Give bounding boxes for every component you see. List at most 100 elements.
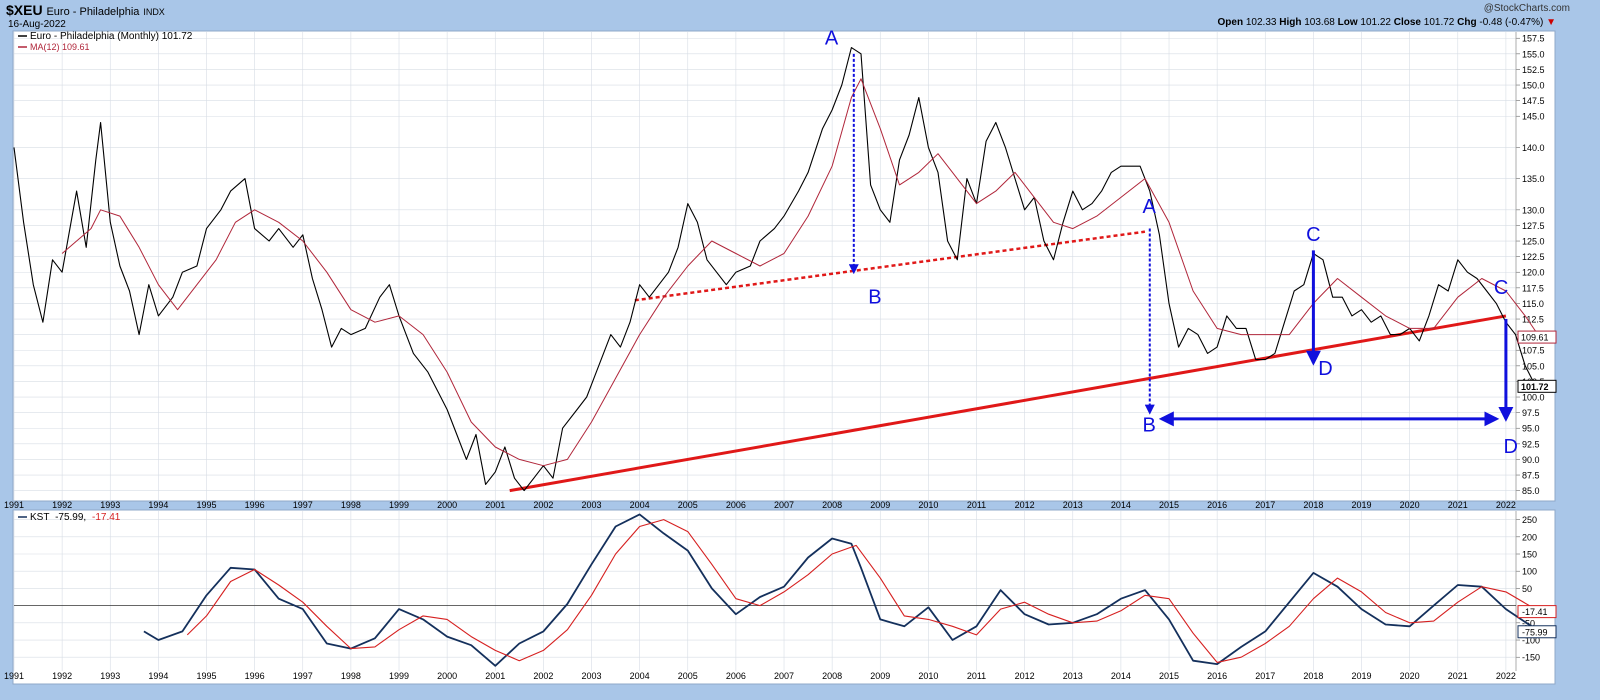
price-x-tick-label: 2014: [1111, 500, 1131, 510]
chg-value: -0.48 (-0.47%): [1479, 17, 1544, 28]
price-y-tick-label: 92.5: [1522, 439, 1540, 449]
kst-x-tick-label: 1991: [4, 671, 24, 681]
price-y-tick-label: 140.0: [1522, 143, 1545, 153]
kst-x-tick-label: 2007: [774, 671, 794, 681]
price-legend: Euro - Philadelphia (Monthly) 101.72: [30, 31, 193, 42]
price-x-tick-label: 2019: [1352, 500, 1372, 510]
kst-gridlines: [13, 511, 1516, 671]
close-label: Close: [1393, 17, 1421, 28]
high-value: 103.68: [1304, 17, 1335, 28]
price-x-tick-label: 1995: [196, 500, 216, 510]
low-label: Low: [1337, 17, 1358, 28]
kst-x-tick-label: 2009: [870, 671, 890, 681]
kst-series: [14, 513, 1541, 667]
low-value: 101.22: [1360, 17, 1391, 28]
kst-x-tick-label: 2017: [1255, 671, 1275, 681]
kst-x-tick-label: 2019: [1352, 671, 1372, 681]
kst-legend-label: KST: [30, 512, 49, 523]
price-y-tick-label: 85.0: [1522, 486, 1540, 496]
price-x-tick-label: 2000: [437, 500, 457, 510]
close-value: 101.72: [1423, 17, 1455, 28]
exchange: INDX: [143, 7, 165, 17]
price-label-text: 101.72: [1521, 382, 1549, 392]
price-y-tick-label: 152.5: [1522, 65, 1545, 75]
annotation-letter: A: [1143, 196, 1157, 218]
symbol: $XEU: [6, 2, 43, 18]
price-y-tick-label: 105.0: [1522, 361, 1545, 371]
price-y-tick-label: 100.0: [1522, 393, 1545, 403]
price-x-tick-label: 2005: [678, 500, 698, 510]
kst-x-tick-label: 2003: [581, 671, 601, 681]
annotation-letter: C: [1306, 224, 1320, 246]
price-series: [13, 47, 1541, 492]
kst-x-tick-label: 2012: [1015, 671, 1035, 681]
price-y-tick-label: 112.5: [1522, 315, 1544, 325]
price-x-tick-label: 2012: [1015, 500, 1035, 510]
kst-x-tick-label: 2016: [1207, 671, 1227, 681]
price-x-tick-label: 2013: [1063, 500, 1083, 510]
kst-x-tick-label: 1996: [245, 671, 265, 681]
kst-y-tick-label: 50: [1522, 584, 1532, 594]
kst-label-text: -17.41: [1522, 607, 1548, 617]
price-x-tick-label: 2010: [918, 500, 938, 510]
chg-label: Chg: [1457, 17, 1477, 28]
price-x-tick-label: 2003: [581, 500, 601, 510]
kst-x-tick-label: 2002: [533, 671, 553, 681]
kst-legend-value: -75.99,: [55, 512, 86, 523]
kst-y-tick-label: -100: [1522, 636, 1540, 646]
price-y-tick-label: 115.0: [1522, 299, 1544, 309]
kst-x-tick-label: 2022: [1496, 671, 1516, 681]
price-y-tick-label: 125.0: [1522, 237, 1545, 247]
price-x-tick-label: 2006: [726, 500, 746, 510]
kst-x-tick-label: 2008: [822, 671, 842, 681]
kst-x-tick-label: 1995: [196, 671, 216, 681]
price-x-tick-label: 2009: [870, 500, 890, 510]
kst-y-tick-label: 100: [1522, 567, 1537, 577]
symbol-title: $XEU Euro - Philadelphia INDX: [6, 2, 165, 18]
chg-down-icon: ▼: [1546, 17, 1556, 28]
annotation-letter: D: [1503, 436, 1517, 458]
price-y-tick-label: 90.0: [1522, 455, 1540, 465]
dotted-trendline: [634, 230, 1146, 302]
annotation-letter: B: [868, 286, 881, 308]
kst-value-labels: -17.41 -75.99: [1517, 605, 1557, 639]
annotations: A B A B C D C D: [825, 27, 1518, 458]
watermark: @StockCharts.com: [1483, 3, 1570, 14]
price-y-tick-label: 122.5: [1522, 252, 1545, 262]
kst-line-signal: [186, 519, 1540, 663]
price-x-tick-label: 2017: [1255, 500, 1275, 510]
chart-date: 16-Aug-2022: [8, 19, 66, 30]
kst-x-tick-label: 2004: [630, 671, 650, 681]
price-x-tick-label: 2016: [1207, 500, 1227, 510]
kst-x-tick-label: 2014: [1111, 671, 1131, 681]
kst-x-tick-label: 2005: [678, 671, 698, 681]
trend-lines: [509, 230, 1507, 493]
support-trendline: [509, 314, 1507, 493]
kst-x-tick-label: 2018: [1303, 671, 1323, 681]
kst-y-tick-label: 150: [1522, 550, 1537, 560]
kst-x-tick-label: 1999: [389, 671, 409, 681]
price-label-text: 109.61: [1521, 333, 1549, 343]
open-label: Open: [1217, 17, 1244, 28]
price-x-tick-label: 1998: [341, 500, 361, 510]
instrument-name: Euro - Philadelphia: [46, 6, 140, 18]
price-x-tick-label: 2004: [630, 500, 650, 510]
kst-x-tick-label: 1998: [341, 671, 361, 681]
price-y-tick-label: 97.5: [1522, 408, 1540, 418]
price-label-box: [1517, 379, 1557, 393]
price-y-tick-label: 107.5: [1522, 346, 1545, 356]
price-x-tick-label: 2002: [533, 500, 553, 510]
kst-x-tick-label: 1997: [293, 671, 313, 681]
price-x-tick-label: 1997: [293, 500, 313, 510]
price-y-tick-label: 155.0: [1522, 49, 1545, 59]
kst-x-tick-label: 2021: [1448, 671, 1468, 681]
price-x-tick-label: 2001: [485, 500, 505, 510]
price-y-tick-label: 147.5: [1522, 96, 1545, 106]
price-x-tick-label: 2018: [1303, 500, 1323, 510]
price-y-tick-label: 150.0: [1522, 81, 1545, 91]
kst-x-tick-label: 2011: [967, 671, 986, 681]
price-y-tick-label: 127.5: [1522, 221, 1545, 231]
price-y-tick-label: 145.0: [1522, 112, 1545, 122]
price-x-tick-label: 1992: [52, 500, 72, 510]
